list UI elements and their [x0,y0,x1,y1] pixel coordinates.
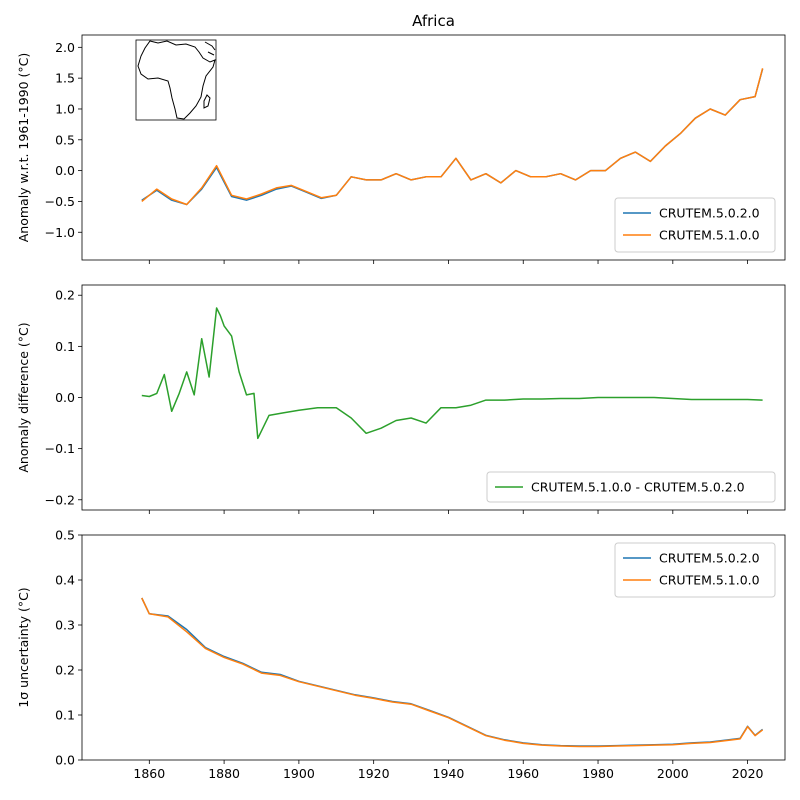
arabia-outline-icon [204,41,216,56]
panel-anomaly: Africa −1.0 −0.5 0.0 0.5 1.0 1.5 2.0 Anomaly w.… [16,12,786,264]
axes-frame [81,34,786,261]
x-tick-label: 1960 [507,766,539,781]
y-tick-label: 0.2 [55,288,75,303]
y-tick-label: 0.5 [55,132,75,147]
x-tick-label: 2000 [657,766,689,781]
y-tick-label: 0.5 [55,528,75,543]
y-tick-label: 0.0 [55,390,75,405]
y-axis-label: 1σ uncertainty (°C) [16,587,31,707]
y-axis-label: Anomaly w.r.t. 1961-1990 (°C) [16,53,31,243]
y-tick-label: 2.0 [55,40,75,55]
x-tick-label: 1880 [208,766,240,781]
y-tick-label: 0.0 [55,163,75,178]
legend-label: CRUTEM.5.0.2.0 [659,551,760,566]
legend-box [614,197,776,253]
inset-africa-map [135,39,217,121]
y-tick-label: 1.5 [55,71,75,86]
panel-uncertainty: 1860 1880 1900 1920 1940 1960 1980 2000 2020 0.0 0… [16,528,786,781]
legend-box [486,471,776,503]
legend: CRUTEM.5.0.2.0 CRUTEM.5.1.0.0 [614,542,776,598]
y-tick-label: 0.1 [55,708,75,723]
y-tick-label: −1.0 [45,225,75,240]
y-tick-label: 0.2 [55,663,75,678]
x-tick-label: 1940 [433,766,465,781]
legend-label: CRUTEM.5.1.0.0 [659,573,760,588]
legend-label: CRUTEM.5.0.2.0 [659,206,760,221]
panel-difference-plot: −0.2 −0.1 0.0 0.1 0.2 Anomaly difference (°C)… [16,284,786,514]
panel-difference: −0.2 −0.1 0.0 0.1 0.2 Anomaly difference (°C)… [16,284,786,514]
madagascar-outline-icon [203,94,211,109]
panel-uncertainty-plot: 1860 1880 1900 1920 1940 1960 1980 2000 2020 0.0 0… [16,528,786,781]
y-tick-label: 0.1 [55,339,75,354]
series-line-2-1 [141,597,764,748]
y-tick-label: −0.5 [45,194,75,209]
inset-frame [135,39,217,121]
legend: CRUTEM.5.0.2.0 CRUTEM.5.1.0.0 [614,197,776,253]
series-line-0-1 [141,68,764,206]
x-tick-label: 1980 [582,766,614,781]
axes-frame [81,534,786,761]
legend-label: CRUTEM.5.1.0.0 - CRUTEM.5.0.2.0 [531,480,745,495]
y-tick-label: 1.0 [55,101,75,116]
legend-box [614,542,776,598]
y-tick-label: 0.4 [55,573,75,588]
africa-outline-icon [137,40,216,120]
y-tick-label: −0.1 [45,441,75,456]
x-tick-label: 1920 [358,766,390,781]
panel-anomaly-title: Africa [412,12,455,30]
y-tick-label: 0.3 [55,618,75,633]
y-axis-label: Anomaly difference (°C) [16,322,31,472]
panel-anomaly-plot: −1.0 −0.5 0.0 0.5 1.0 1.5 2.0 Anomaly w.r.t. 19… [16,34,786,264]
x-tick-label: 2020 [732,766,764,781]
legend: CRUTEM.5.1.0.0 - CRUTEM.5.0.2.0 [486,471,776,503]
series-line-1-0 [141,307,763,440]
x-tick-label: 1860 [133,766,165,781]
y-tick-label: 0.0 [55,753,75,768]
x-tick-label: 1900 [283,766,315,781]
legend-label: CRUTEM.5.1.0.0 [659,228,760,243]
y-tick-label: −0.2 [45,492,75,507]
